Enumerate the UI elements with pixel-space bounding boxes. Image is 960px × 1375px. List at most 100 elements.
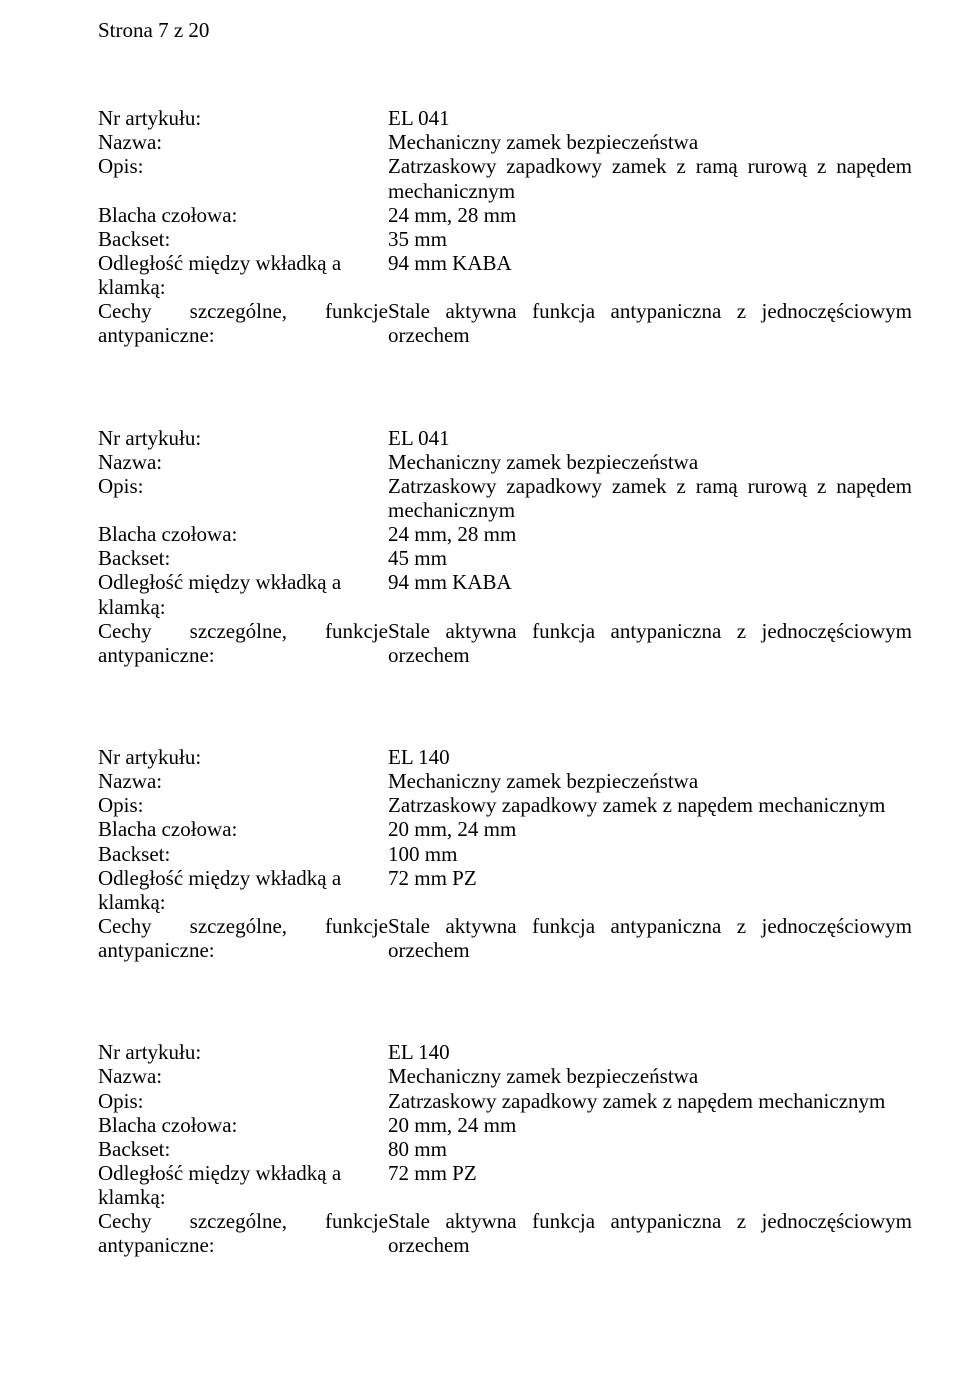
article-number-label: Nr artykułu: (98, 1040, 388, 1064)
blacha-label: Blacha czołowa: (98, 1113, 388, 1137)
cechy-row: Cechy szczególne, funkcjeStale aktywna f… (98, 299, 912, 323)
article-number-row: Nr artykułu:EL 140 (98, 745, 912, 769)
cechy-cont-value: orzechem (388, 643, 912, 667)
cechy-value: Stale aktywna funkcja antypaniczna z jed… (388, 914, 912, 938)
cechy-value: Stale aktywna funkcja antypaniczna z jed… (388, 619, 912, 643)
backset-value: 80 mm (388, 1137, 912, 1161)
article-name-label: Nazwa: (98, 130, 388, 154)
odleglosc-cont-row: klamką: (98, 1185, 912, 1209)
blacha-label: Blacha czołowa: (98, 817, 388, 841)
odleglosc-label: Odległość między wkładką a (98, 251, 388, 275)
cechy-row: Cechy szczególne, funkcjeStale aktywna f… (98, 619, 912, 643)
backset-row: Backset:45 mm (98, 546, 912, 570)
odleglosc-value: 72 mm PZ (388, 866, 912, 890)
article-name-value: Mechaniczny zamek bezpieczeństwa (388, 769, 912, 793)
article-description-label: Opis: (98, 474, 388, 498)
article-name-row: Nazwa:Mechaniczny zamek bezpieczeństwa (98, 450, 912, 474)
article-name-label: Nazwa: (98, 1064, 388, 1088)
article-description-value: Zatrzaskowy zapadkowy zamek z napędem me… (388, 1089, 912, 1113)
article-name-row: Nazwa:Mechaniczny zamek bezpieczeństwa (98, 130, 912, 154)
backset-value: 45 mm (388, 546, 912, 570)
article-description-cont-value: mechanicznym (388, 498, 912, 522)
odleglosc-row: Odległość między wkładką a72 mm PZ (98, 866, 912, 890)
odleglosc-label: Odległość między wkładką a (98, 1161, 388, 1185)
article-block: Nr artykułu:EL 041Nazwa:Mechaniczny zame… (98, 106, 912, 347)
article-description-label: Opis: (98, 1089, 388, 1113)
article-name-label: Nazwa: (98, 450, 388, 474)
odleglosc-cont-row: klamką: (98, 595, 912, 619)
cechy-value: Stale aktywna funkcja antypaniczna z jed… (388, 1209, 912, 1233)
cechy-cont-label: antypaniczne: (98, 1233, 388, 1257)
article-number-label: Nr artykułu: (98, 106, 388, 130)
blacha-row: Blacha czołowa:24 mm, 28 mm (98, 522, 912, 546)
article-number-row: Nr artykułu:EL 041 (98, 426, 912, 450)
article-description-cont-value: mechanicznym (388, 179, 912, 203)
cechy-cont-label: antypaniczne: (98, 643, 388, 667)
cechy-label: Cechy szczególne, funkcje (98, 619, 388, 643)
cechy-cont-label: antypaniczne: (98, 938, 388, 962)
backset-row: Backset:35 mm (98, 227, 912, 251)
odleglosc-value: 94 mm KABA (388, 570, 912, 594)
odleglosc-cont-label: klamką: (98, 275, 388, 299)
cechy-label: Cechy szczególne, funkcje (98, 1209, 388, 1233)
article-description-value: Zatrzaskowy zapadkowy zamek z napędem me… (388, 793, 912, 817)
backset-value: 100 mm (388, 842, 912, 866)
article-description-row: Opis:Zatrzaskowy zapadkowy zamek z ramą … (98, 474, 912, 498)
cechy-cont-value: orzechem (388, 323, 912, 347)
odleglosc-row: Odległość między wkładką a94 mm KABA (98, 251, 912, 275)
article-number-row: Nr artykułu:EL 041 (98, 106, 912, 130)
article-description-row: Opis:Zatrzaskowy zapadkowy zamek z napęd… (98, 1089, 912, 1113)
cechy-cont-row: antypaniczne:orzechem (98, 1233, 912, 1257)
cechy-cont-row: antypaniczne:orzechem (98, 323, 912, 347)
article-number-label: Nr artykułu: (98, 426, 388, 450)
odleglosc-cont-label: klamką: (98, 1185, 388, 1209)
blacha-value: 20 mm, 24 mm (388, 817, 912, 841)
article-number-value: EL 140 (388, 745, 912, 769)
cechy-label: Cechy szczególne, funkcje (98, 299, 388, 323)
odleglosc-label: Odległość między wkładką a (98, 570, 388, 594)
article-name-value: Mechaniczny zamek bezpieczeństwa (388, 1064, 912, 1088)
cechy-cont-row: antypaniczne:orzechem (98, 938, 912, 962)
article-description-value: Zatrzaskowy zapadkowy zamek z ramą rurow… (388, 474, 912, 498)
backset-label: Backset: (98, 227, 388, 251)
backset-row: Backset:100 mm (98, 842, 912, 866)
article-description-value: Zatrzaskowy zapadkowy zamek z ramą rurow… (388, 154, 912, 178)
odleglosc-label: Odległość między wkładką a (98, 866, 388, 890)
cechy-cont-row: antypaniczne:orzechem (98, 643, 912, 667)
blacha-value: 20 mm, 24 mm (388, 1113, 912, 1137)
article-name-row: Nazwa:Mechaniczny zamek bezpieczeństwa (98, 769, 912, 793)
odleglosc-cont-row: klamką: (98, 890, 912, 914)
article-block: Nr artykułu:EL 140Nazwa:Mechaniczny zame… (98, 1040, 912, 1257)
odleglosc-value: 72 mm PZ (388, 1161, 912, 1185)
blacha-label: Blacha czołowa: (98, 203, 388, 227)
blacha-value: 24 mm, 28 mm (388, 522, 912, 546)
article-number-label: Nr artykułu: (98, 745, 388, 769)
article-name-value: Mechaniczny zamek bezpieczeństwa (388, 450, 912, 474)
article-number-value: EL 041 (388, 106, 912, 130)
article-description-cont-row: mechanicznym (98, 179, 912, 203)
cechy-cont-value: orzechem (388, 938, 912, 962)
article-description-row: Opis:Zatrzaskowy zapadkowy zamek z napęd… (98, 793, 912, 817)
page-indicator: Strona 7 z 20 (98, 18, 912, 42)
backset-label: Backset: (98, 1137, 388, 1161)
backset-label: Backset: (98, 842, 388, 866)
article-description-cont-row: mechanicznym (98, 498, 912, 522)
cechy-cont-label: antypaniczne: (98, 323, 388, 347)
cechy-row: Cechy szczególne, funkcjeStale aktywna f… (98, 1209, 912, 1233)
odleglosc-row: Odległość między wkładką a94 mm KABA (98, 570, 912, 594)
article-name-row: Nazwa:Mechaniczny zamek bezpieczeństwa (98, 1064, 912, 1088)
blacha-row: Blacha czołowa:20 mm, 24 mm (98, 817, 912, 841)
article-block: Nr artykułu:EL 140Nazwa:Mechaniczny zame… (98, 745, 912, 962)
odleglosc-cont-row: klamką: (98, 275, 912, 299)
blacha-row: Blacha czołowa:20 mm, 24 mm (98, 1113, 912, 1137)
cechy-cont-value: orzechem (388, 1233, 912, 1257)
cechy-value: Stale aktywna funkcja antypaniczna z jed… (388, 299, 912, 323)
article-description-label: Opis: (98, 793, 388, 817)
odleglosc-cont-label: klamką: (98, 890, 388, 914)
article-number-row: Nr artykułu:EL 140 (98, 1040, 912, 1064)
article-number-value: EL 140 (388, 1040, 912, 1064)
article-name-label: Nazwa: (98, 769, 388, 793)
blacha-label: Blacha czołowa: (98, 522, 388, 546)
backset-label: Backset: (98, 546, 388, 570)
odleglosc-row: Odległość między wkładką a72 mm PZ (98, 1161, 912, 1185)
